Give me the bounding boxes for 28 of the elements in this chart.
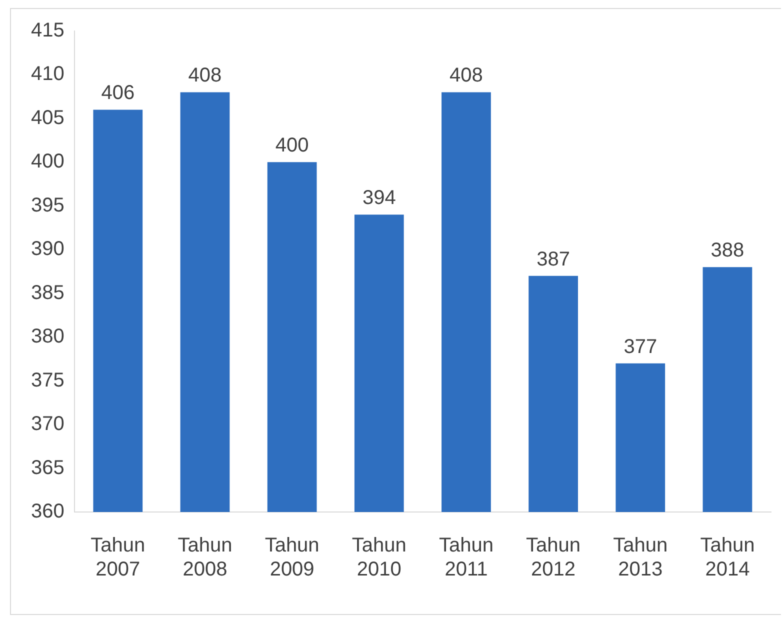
y-tick-label: 360 (30, 500, 64, 523)
x-tick-label: Tahun 2012 (526, 534, 581, 581)
y-tick-label: 395 (30, 194, 64, 216)
x-tick-label: Tahun 2013 (613, 534, 668, 581)
data-label: 408 (450, 64, 483, 87)
y-tick-label: 410 (30, 63, 64, 86)
data-label: 387 (536, 248, 570, 270)
y-tick-label: 365 (30, 456, 64, 479)
y-tick-label: 415 (30, 20, 64, 42)
data-label: 400 (275, 134, 309, 157)
data-label: 388 (710, 240, 744, 262)
x-tick-label: Tahun 2007 (90, 534, 146, 581)
y-tick-label: 400 (30, 150, 64, 173)
x-tick-label: Tahun 2008 (178, 534, 232, 581)
x-tick-label: Tahun 2014 (700, 534, 755, 581)
data-label: 406 (101, 82, 135, 104)
y-tick-label: 375 (30, 369, 64, 392)
data-label: 377 (624, 336, 658, 358)
y-tick-label: 380 (30, 326, 64, 348)
data-label: 394 (362, 187, 396, 210)
y-tick-label: 385 (30, 282, 64, 304)
x-tick-label: Tahun 2009 (264, 534, 320, 581)
data-label: 408 (188, 64, 222, 87)
x-tick-label: Tahun 2010 (352, 534, 406, 581)
y-tick-label: 390 (30, 238, 64, 260)
x-tick-label: Tahun 2011 (438, 534, 494, 581)
y-tick-label: 370 (30, 413, 64, 436)
y-tick-label: 405 (30, 106, 64, 129)
